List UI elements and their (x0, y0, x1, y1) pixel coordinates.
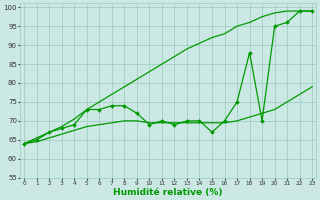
X-axis label: Humidité relative (%): Humidité relative (%) (113, 188, 223, 197)
